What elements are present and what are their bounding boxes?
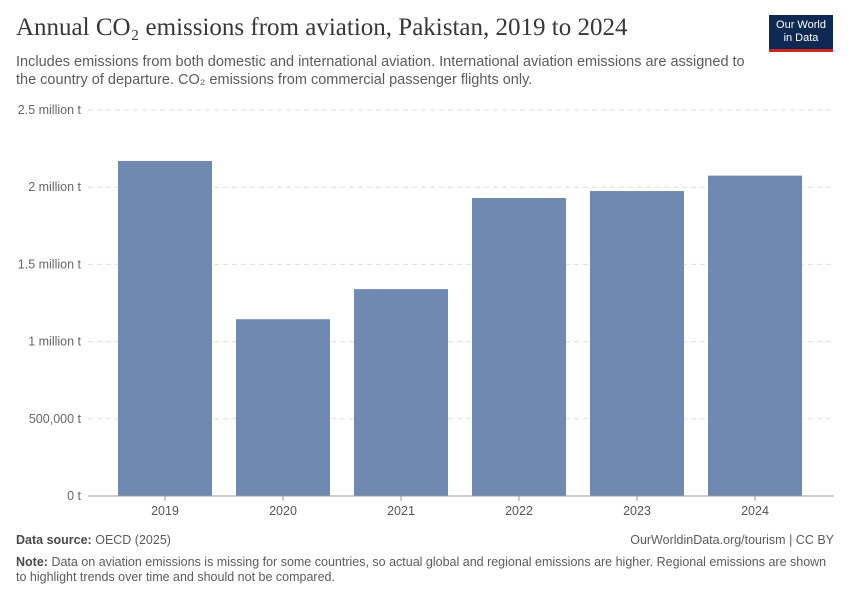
y-tick-label: 0 t bbox=[67, 489, 81, 503]
y-tick-label: 2.5 million t bbox=[18, 103, 82, 117]
y-tick-label: 2 million t bbox=[28, 180, 81, 194]
bar-chart: 0 t 500,000 t 1 million t 1.5 million t 2 mi… bbox=[18, 103, 834, 518]
y-axis-tick-labels: 0 t 500,000 t 1 million t 1.5 million t 2 mi… bbox=[18, 103, 82, 503]
logo-line-1: Our World bbox=[776, 19, 826, 31]
data-source-label: Data source: bbox=[16, 533, 92, 547]
bars bbox=[118, 160, 802, 496]
footer-source-row: Data source: OECD (2025) OurWorldinData.… bbox=[16, 533, 834, 547]
chart-title: Annual CO₂ emissions from aviation, Paki… bbox=[16, 14, 628, 41]
data-source: Data source: OECD (2025) bbox=[16, 533, 171, 547]
bar-2020 bbox=[236, 319, 330, 496]
y-tick-label: 1 million t bbox=[28, 335, 81, 349]
y-tick-label: 1.5 million t bbox=[18, 257, 82, 271]
bar-2019 bbox=[118, 160, 212, 496]
footer-note: Note: Data on aviation emissions is miss… bbox=[16, 555, 834, 585]
bar-2022 bbox=[472, 198, 566, 496]
chart-subtitle: Includes emissions from both domestic an… bbox=[16, 54, 745, 88]
x-tick-label: 2022 bbox=[505, 504, 533, 518]
y-tick-label: 500,000 t bbox=[29, 412, 82, 426]
x-axis-tick-labels: 2019 2020 2021 2022 2023 2024 bbox=[151, 496, 769, 518]
x-tick-label: 2023 bbox=[623, 504, 651, 518]
note-text: Data on aviation emissions is missing fo… bbox=[16, 555, 827, 584]
bar-2021 bbox=[354, 289, 448, 496]
bar-2024 bbox=[708, 175, 802, 496]
logo-line-2: in Data bbox=[783, 32, 819, 44]
data-source-value[interactable]: OECD (2025) bbox=[95, 533, 171, 547]
x-tick-label: 2019 bbox=[151, 504, 179, 518]
source-url-license[interactable]: OurWorldinData.org/tourism | CC BY bbox=[630, 533, 834, 547]
bar-2023 bbox=[590, 191, 684, 496]
note-label: Note: bbox=[16, 555, 48, 569]
x-tick-label: 2024 bbox=[741, 504, 769, 518]
x-tick-label: 2020 bbox=[269, 504, 297, 518]
owid-logo[interactable]: Our World in Data bbox=[769, 15, 833, 52]
x-tick-label: 2021 bbox=[387, 504, 415, 518]
